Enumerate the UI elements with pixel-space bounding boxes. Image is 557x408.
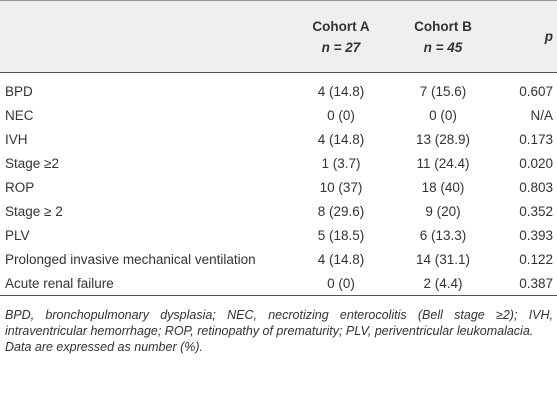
cohort-b-cell: 13 (28.9) — [415, 131, 471, 147]
table-row: Prolonged invasive mechanical ventilatio… — [0, 247, 557, 271]
column-header: Cohort A n = 27 — [296, 1, 386, 73]
cohort-a-cell: 4 (14.8) — [317, 251, 365, 267]
p-value-cell: 0.393 — [519, 227, 553, 243]
column-header: Cohort B n = 45 — [386, 1, 500, 73]
cohort-a-cell: 0 (0) — [327, 275, 355, 291]
header-row: Cohort A n = 27 Cohort B n = 45 p — [0, 0, 557, 73]
cohort-a-cell: 5 (18.5) — [317, 227, 365, 243]
row-label: IVH — [5, 131, 28, 147]
p-value-cell: 0.387 — [519, 275, 553, 291]
table-row: NEC 0 (0) 0 (0) N/A — [0, 103, 557, 127]
cohort-a-cell: 1 (3.7) — [321, 155, 361, 171]
table-row: Acute renal failure 0 (0) 2 (4.4) 0.387 — [0, 271, 557, 296]
cohort-b-cell: 0 (0) — [429, 107, 457, 123]
p-value-cell: 0.020 — [519, 155, 553, 171]
cohort-b-cell: 6 (13.3) — [419, 227, 467, 243]
data-table: Cohort A n = 27 Cohort B n = 45 p BPD 4 (14.8… — [0, 0, 557, 296]
cohort-a-cell: 0 (0) — [327, 107, 355, 123]
column-label: p — [544, 29, 553, 44]
header-cell — [0, 1, 296, 73]
table-row: ROP 10 (37) 18 (40) 0.803 — [0, 175, 557, 199]
table-row: BPD 4 (14.8) 7 (15.6) 0.607 — [0, 73, 557, 104]
footnote: BPD, bronchopulmonary dysplasia; NEC, ne… — [5, 308, 553, 338]
row-label: NEC — [5, 107, 34, 123]
column-sublabel: n = 45 — [423, 39, 463, 55]
cohort-b-cell: 9 (20) — [425, 203, 461, 219]
cohort-a-cell: 4 (14.8) — [317, 83, 365, 99]
cohort-a-cell: 8 (29.6) — [317, 203, 365, 219]
row-label: Stage ≥ 2 — [5, 203, 63, 219]
row-label: ROP — [5, 179, 35, 195]
table-body: BPD 4 (14.8) 7 (15.6) 0.607 NEC 0 (0) 0 (0) N/A… — [0, 73, 557, 296]
p-value-cell: 0.607 — [519, 83, 553, 99]
row-label: BPD — [5, 83, 33, 99]
cohort-b-cell: 11 (24.4) — [416, 155, 470, 171]
p-value-cell: 0.803 — [519, 179, 553, 195]
table-row: PLV 5 (18.5) 6 (13.3) 0.393 — [0, 223, 557, 247]
row-label: PLV — [5, 227, 30, 243]
table-header: Cohort A n = 27 Cohort B n = 45 p — [0, 0, 557, 73]
footnote: Data are expressed as number (%). — [5, 340, 204, 354]
column-label: Cohort A — [312, 18, 370, 34]
cohort-b-cell: 2 (4.4) — [423, 275, 463, 291]
column-sublabel: n = 27 — [321, 39, 361, 55]
cohort-b-cell: 7 (15.6) — [419, 83, 467, 99]
p-value-cell: N/A — [530, 107, 553, 123]
row-label: Prolonged invasive mechanical ventilatio… — [5, 251, 256, 267]
cohort-b-cell: 14 (31.1) — [415, 251, 471, 267]
p-value-cell: 0.352 — [519, 203, 553, 219]
table-row: IVH 4 (14.8) 13 (28.9) 0.173 — [0, 127, 557, 151]
cohort-b-cell: 18 (40) — [421, 179, 465, 195]
table-row: Stage ≥2 1 (3.7) 11 (24.4) 0.020 — [0, 151, 557, 175]
row-label: Stage ≥2 — [5, 155, 59, 171]
p-value-cell: 0.122 — [519, 251, 553, 267]
cohort-a-cell: 4 (14.8) — [317, 131, 365, 147]
footnotes: BPD, bronchopulmonary dysplasia; NEC, ne… — [5, 307, 553, 355]
table-row: Stage ≥ 2 8 (29.6) 9 (20) 0.352 — [0, 199, 557, 223]
row-label: Acute renal failure — [5, 275, 114, 291]
column-header: p — [500, 1, 557, 73]
cohort-a-cell: 10 (37) — [319, 179, 363, 195]
p-value-cell: 0.173 — [519, 131, 553, 147]
column-label: Cohort B — [414, 18, 472, 34]
